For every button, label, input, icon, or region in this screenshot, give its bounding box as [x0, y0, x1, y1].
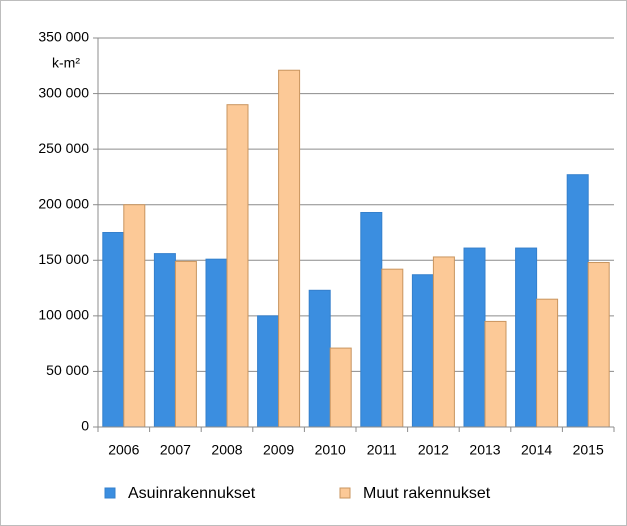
x-tick-label: 2008 — [211, 442, 242, 458]
bar — [329, 347, 352, 428]
bar — [123, 204, 146, 428]
bar — [257, 315, 280, 428]
bar — [411, 274, 434, 428]
bar — [381, 268, 404, 428]
x-tick-label: 2011 — [367, 442, 397, 458]
x-tick-label: 2009 — [263, 442, 294, 458]
bar — [484, 320, 507, 428]
bar — [536, 298, 559, 428]
legend-swatch — [104, 487, 116, 499]
y-tick-label: 150 000 — [38, 251, 89, 267]
y-tick-label: 350 000 — [38, 29, 89, 45]
bar — [463, 247, 486, 428]
bar — [566, 174, 589, 428]
x-tick-label: 2014 — [521, 442, 552, 458]
y-tick-label: 50 000 — [46, 362, 89, 378]
bar — [102, 232, 125, 428]
y-tick-label: 250 000 — [38, 140, 89, 156]
bar — [432, 256, 455, 428]
bar — [278, 69, 301, 428]
x-tick-label: 2012 — [418, 442, 449, 458]
bar — [515, 247, 538, 428]
x-tick-label: 2006 — [108, 442, 139, 458]
y-tick-label: 300 000 — [38, 84, 89, 100]
legend-label: Asuinrakennukset — [128, 485, 256, 502]
legend-label: Muut rakennukset — [363, 485, 491, 502]
y-tick-label: 100 000 — [38, 307, 89, 323]
bar — [226, 104, 249, 428]
legend-swatch — [339, 487, 351, 499]
bar — [205, 258, 228, 428]
bar — [174, 260, 197, 428]
x-tick-label: 2015 — [573, 442, 604, 458]
y-axis-label: k-m² — [52, 55, 80, 71]
bar — [360, 211, 383, 428]
x-tick-label: 2013 — [469, 442, 500, 458]
x-tick-label: 2007 — [160, 442, 191, 458]
bar — [153, 253, 176, 428]
bar — [587, 262, 610, 428]
bar — [308, 289, 331, 428]
x-tick-label: 2010 — [315, 442, 346, 458]
y-tick-label: 200 000 — [38, 195, 89, 211]
y-tick-label: 0 — [81, 418, 89, 434]
